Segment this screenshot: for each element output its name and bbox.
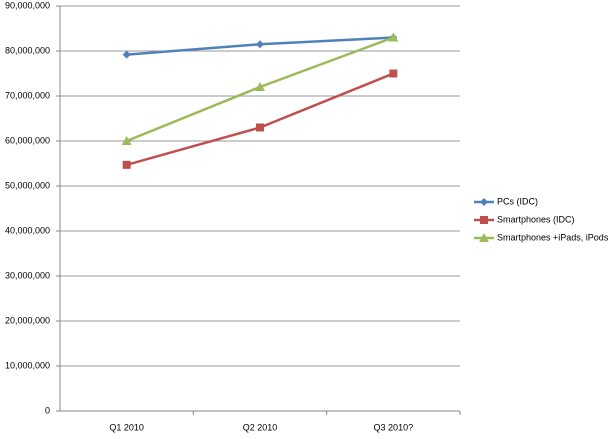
y-tick-label: 30,000,000: [5, 270, 50, 280]
x-tick-label: Q1 2010: [109, 422, 144, 432]
y-tick-label: 80,000,000: [5, 45, 50, 55]
data-point: [256, 123, 264, 132]
legend-label: Smartphones +iPads, iPods (: [497, 232, 610, 242]
x-tick-label: Q2 2010: [243, 422, 278, 432]
legend-marker: [479, 233, 489, 242]
y-tick-label: 10,000,000: [5, 360, 50, 370]
y-tick-label: 90,000,000: [5, 0, 50, 10]
legend-label: Smartphones (IDC): [497, 214, 575, 224]
y-tick-label: 70,000,000: [5, 90, 50, 100]
y-tick-label: 50,000,000: [5, 180, 50, 190]
data-point: [389, 69, 398, 78]
legend-marker: [480, 198, 488, 206]
y-tick-label: 60,000,000: [5, 135, 50, 145]
data-point: [256, 40, 264, 49]
y-tick-label: 0: [45, 405, 50, 415]
data-point: [255, 82, 265, 91]
data-point: [122, 160, 131, 169]
data-point: [388, 32, 399, 42]
data-point: [121, 136, 132, 145]
y-tick-label: 20,000,000: [5, 315, 50, 325]
legend-label: PCs (IDC): [497, 196, 538, 206]
y-tick-label: 40,000,000: [5, 225, 50, 235]
x-tick-label: Q3 2010?: [374, 422, 414, 432]
legend-marker: [480, 216, 488, 224]
data-point: [122, 50, 131, 59]
